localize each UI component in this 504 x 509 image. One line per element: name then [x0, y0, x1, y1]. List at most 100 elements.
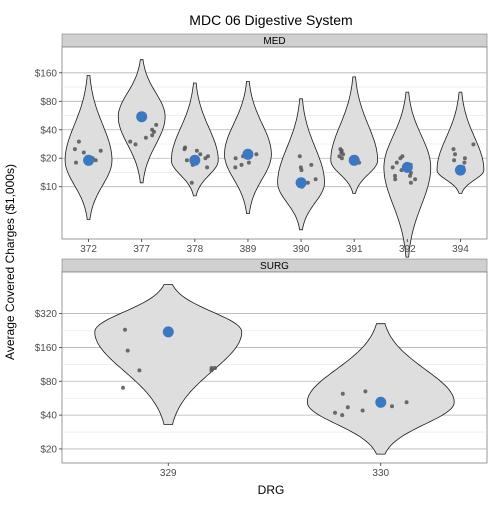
panel-med: MED $10 $20 $40 $80 $160 372 377 378 389 390 391 392…: [35, 33, 488, 258]
data-point-372: [72, 147, 77, 152]
data-point-392: [413, 177, 418, 182]
chart-title: MDC 06 Digestive System: [189, 12, 352, 28]
data-point-392: [408, 173, 412, 178]
violin-330: [306, 323, 455, 455]
data-point-372: [93, 158, 98, 163]
x-tick-label: 392: [399, 244, 416, 255]
data-point-389: [246, 160, 251, 165]
x-tick-label: 390: [293, 244, 310, 255]
x-axis-label: DRG: [258, 483, 285, 497]
data-point-377: [143, 135, 148, 140]
y-tick-label: $80: [40, 377, 57, 388]
y-tick-label: $40: [40, 411, 57, 422]
data-point-378: [205, 165, 210, 170]
data-point-372: [74, 160, 78, 165]
data-point-378: [184, 158, 189, 163]
data-point-330: [333, 410, 337, 415]
data-point-392: [390, 165, 395, 170]
mean-point-378: [189, 154, 201, 166]
mean-point-392: [401, 161, 413, 173]
data-point-330: [404, 400, 409, 405]
data-point-377: [133, 142, 138, 147]
data-point-330: [360, 408, 365, 413]
data-point-329: [213, 366, 217, 370]
y-tick-label: $160: [35, 68, 58, 79]
y-tick-label: $320: [35, 309, 58, 320]
data-point-378: [189, 180, 194, 185]
data-point-329: [123, 327, 127, 332]
data-point-394: [462, 160, 467, 165]
data-point-377: [128, 139, 133, 144]
data-point-372: [76, 139, 81, 144]
data-point-389: [254, 152, 259, 157]
x-tick-label: 394: [452, 244, 469, 255]
panel-surg: SURG $20 $40 $80 $160 $320 329 330: [35, 258, 488, 479]
data-point-392: [393, 173, 397, 178]
data-point-378: [198, 152, 203, 157]
data-point-392: [400, 154, 405, 159]
data-point-330: [345, 405, 350, 410]
x-tick-label: 391: [346, 244, 363, 255]
data-point-390: [299, 168, 304, 173]
x-tick-label: 389: [240, 244, 257, 255]
violin-390: [277, 98, 325, 231]
panels: MED $10 $20 $40 $80 $160 372 377 378 389 390 391 392…: [35, 33, 488, 479]
y-axis-label: Average Covered Charges ($1,000s): [3, 164, 17, 360]
y-tick-label: $160: [35, 343, 58, 354]
data-point-330: [390, 404, 394, 409]
violin-372: [64, 75, 113, 220]
data-point-392: [394, 160, 399, 165]
violin-329: [94, 284, 243, 425]
y-tick-label: $40: [40, 125, 57, 136]
y-tick-label: $20: [40, 154, 57, 165]
x-tick-label: 377: [133, 244, 150, 255]
data-point-377: [152, 129, 156, 134]
data-point-394: [453, 152, 457, 157]
x-tick-label: 378: [186, 244, 203, 255]
mean-point-390: [295, 177, 307, 189]
data-point-377: [154, 122, 159, 127]
data-point-394: [451, 147, 456, 152]
data-point-329: [209, 368, 214, 373]
strip-label: SURG: [260, 261, 289, 272]
data-point-330: [363, 389, 368, 394]
data-point-391: [339, 156, 344, 161]
data-point-390: [305, 180, 310, 185]
mean-point-394: [454, 164, 466, 176]
data-point-329: [137, 368, 142, 373]
violin-394: [436, 91, 485, 194]
data-point-372: [98, 148, 103, 153]
data-point-378: [206, 154, 210, 159]
mean-point-329: [162, 326, 174, 338]
x-tick-label: 330: [372, 468, 389, 479]
data-point-394: [452, 158, 457, 163]
data-point-391: [339, 150, 344, 155]
data-point-329: [125, 348, 130, 353]
y-tick-label: $80: [40, 97, 57, 108]
strip-label: MED: [263, 36, 285, 47]
violin-391: [330, 76, 378, 194]
data-point-378: [194, 148, 199, 153]
data-point-372: [81, 150, 86, 155]
mean-point-330: [375, 396, 387, 408]
data-point-390: [297, 154, 302, 159]
y-tick-label: $10: [40, 182, 57, 193]
mean-point-391: [348, 154, 360, 166]
data-point-389: [233, 165, 238, 170]
violin-392: [383, 91, 432, 258]
x-tick-label: 329: [160, 468, 177, 479]
data-point-391: [338, 147, 343, 152]
x-tick-label: 372: [80, 244, 97, 255]
violin-389: [224, 81, 272, 214]
data-point-330: [340, 413, 345, 418]
data-point-392: [393, 177, 398, 182]
data-point-330: [340, 391, 345, 396]
mean-point-372: [83, 154, 95, 166]
data-point-329: [121, 385, 125, 390]
data-point-389: [239, 162, 244, 167]
data-point-389: [233, 156, 238, 161]
mean-point-377: [136, 111, 148, 123]
y-tick-label: $20: [40, 444, 57, 455]
data-point-394: [462, 156, 467, 161]
